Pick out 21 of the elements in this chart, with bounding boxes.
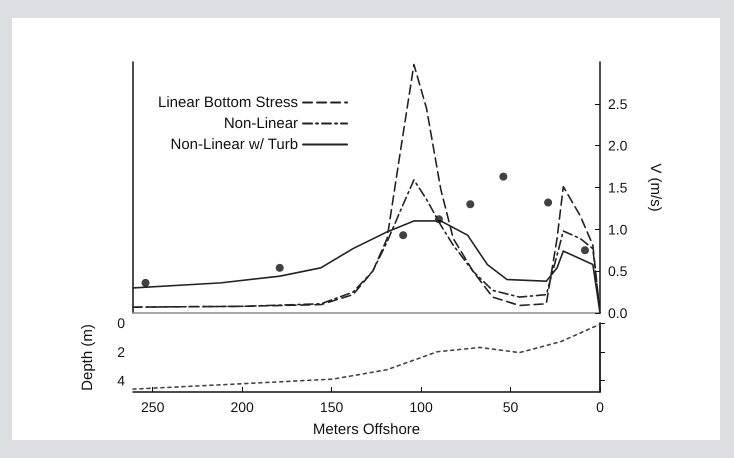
y-axis-title: V (m/s) bbox=[647, 163, 664, 212]
y-tick-label: 2.5 bbox=[608, 96, 628, 112]
legend-label: Non-Linear bbox=[224, 115, 298, 132]
legend-label: Non-Linear w/ Turb bbox=[170, 136, 298, 153]
x-tick-label: 100 bbox=[409, 399, 433, 415]
y-tick-label: 0 bbox=[117, 315, 126, 331]
y-tick-label: 2 bbox=[117, 344, 126, 360]
x-tick-label: 150 bbox=[320, 399, 344, 415]
y-tick-label: 4 bbox=[117, 372, 126, 388]
legend-label: Linear Bottom Stress bbox=[158, 94, 298, 111]
x-tick-label: 200 bbox=[230, 399, 254, 415]
x-axis-title: Meters Offshore bbox=[312, 421, 420, 438]
y-axis-title: Depth (m) bbox=[79, 324, 96, 391]
y-tick-label: 2.0 bbox=[608, 138, 628, 154]
y-tick-label: 1.0 bbox=[608, 221, 628, 238]
x-tick-label: 0 bbox=[596, 399, 604, 415]
x-tick-label: 50 bbox=[502, 399, 519, 415]
x-tick-label: 250 bbox=[141, 399, 165, 415]
y-tick-label: 1.5 bbox=[608, 180, 628, 196]
y-tick-label: 0.0 bbox=[608, 305, 628, 321]
y-tick-label: 0.5 bbox=[608, 263, 628, 280]
